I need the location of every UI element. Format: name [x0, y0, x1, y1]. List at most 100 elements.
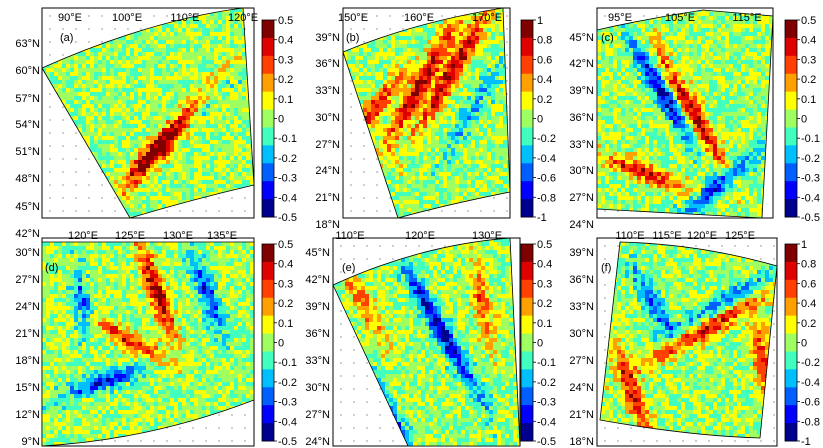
- lon-tick-label: 125°E: [115, 230, 145, 242]
- colorbar-tick-label: 0.2: [537, 94, 552, 106]
- colorbar-tick-label: 0.1: [537, 318, 552, 330]
- lat-tick-label: 21°N: [315, 192, 340, 204]
- lat-tick-label: 21°N: [15, 328, 40, 340]
- colorbar-tick-label: 0.3: [537, 278, 552, 290]
- panel-label: (b): [346, 32, 359, 44]
- colorbar-tick-label: -1: [801, 436, 811, 448]
- lat-tick-label: 30°N: [315, 112, 340, 124]
- map-panel-d: 120°E 125°E 130°E 135°E 30°N 27°N 24°N 21°N 18°N…: [15, 230, 297, 448]
- lat-tick-label: 30°N: [569, 165, 594, 177]
- lat-tick-label: 45°N: [305, 247, 330, 259]
- panel-label: (a): [60, 32, 73, 44]
- colorbar-tick-label: 0.4: [278, 35, 293, 47]
- lat-tick-label: 24°N: [15, 301, 40, 313]
- colorbar-tick-label: -0.4: [537, 153, 556, 165]
- lat-tick-label: 36°N: [569, 274, 594, 286]
- colorbar-tick-label: 0.4: [537, 74, 552, 86]
- colorbar: 0.5 0.4 0.3 0.2 0.1 0 -0.1 -0.2 -0.3 -0.4 -0.5: [261, 239, 297, 448]
- lat-tick-label: 36°N: [305, 328, 330, 340]
- domain-outline: [342, 7, 511, 219]
- lat-tick-label: 39°N: [569, 247, 594, 259]
- colorbar-tick-label: 0.5: [801, 15, 816, 27]
- lat-tick-label: 21°N: [569, 409, 594, 421]
- lon-tick-label: 130°E: [163, 230, 193, 242]
- colorbar-tick-label: 0.1: [801, 94, 816, 106]
- colorbar-tick-label: -0.3: [278, 397, 297, 409]
- lat-tick-label: 30°N: [305, 382, 330, 394]
- colorbar-tick-label: 0: [537, 114, 543, 126]
- lat-tick-label: 42°N: [305, 274, 330, 286]
- colorbar-tick-label: -0.4: [278, 192, 297, 204]
- colorbar-tick-label: 0.5: [278, 239, 293, 251]
- lat-tick-label: 27°N: [569, 192, 594, 204]
- colorbar-tick-label: -0.4: [278, 416, 297, 428]
- lat-tick-label: 42°N: [569, 58, 594, 70]
- lat-tick-label: 36°N: [569, 112, 594, 124]
- colorbar-tick-label: -0.2: [278, 153, 297, 165]
- lat-tick-label: 24°N: [305, 436, 330, 448]
- lon-tick-label: 90°E: [58, 12, 82, 24]
- lat-tick-label: 54°N: [15, 119, 40, 131]
- lat-tick-label: 24°N: [315, 165, 340, 177]
- lat-tick-label: 33°N: [305, 355, 330, 367]
- colorbar-tick-label: -0.2: [801, 153, 820, 165]
- colorbar: 0.5 0.4 0.3 0.2 0.1 0 -0.1 -0.2 -0.3 -0.4 -0.5: [784, 15, 820, 224]
- map-panel-e: 110°E 120°E 130°E 45°N 42°N 39°N 36°N 33°N 30°N 2…: [305, 230, 556, 448]
- lat-tick-label: 45°N: [569, 32, 594, 44]
- colorbar-tick-label: 0.4: [801, 35, 816, 47]
- colorbar-tick-label: -0.2: [537, 377, 556, 389]
- colorbar-tick-label: 0: [278, 338, 284, 350]
- colorbar: 1 0.8 0.6 0.4 0.2 0 -0.2 -0.4 -0.6 -0.8 -1: [784, 239, 820, 448]
- lon-tick-label: 110°E: [335, 230, 364, 242]
- lat-tick-label: 27°N: [15, 274, 40, 286]
- panel-label: (f): [601, 262, 611, 274]
- lon-tick-label: 120°E: [228, 12, 258, 24]
- colorbar-tick-label: 0.4: [278, 259, 293, 271]
- colorbar-tick-label: 0.4: [537, 259, 552, 271]
- colorbar-tick-label: 1: [537, 15, 543, 27]
- colorbar-tick-label: -0.3: [801, 173, 820, 185]
- lat-tick-label: 15°N: [15, 382, 40, 394]
- colorbar-tick-label: 0.6: [801, 278, 816, 290]
- lat-tick-label: 63°N: [15, 38, 40, 50]
- lon-tick-label: 110°E: [170, 12, 199, 24]
- colorbar-tick-label: -0.1: [537, 357, 556, 369]
- colorbar-tick-label: -0.2: [801, 357, 820, 369]
- domain-outline: [41, 7, 255, 219]
- colorbar-tick-label: 0: [278, 114, 284, 126]
- colorbar-tick-label: 0.2: [278, 74, 293, 86]
- lat-tick-label: 24°N: [569, 219, 594, 231]
- lat-tick-label: 18°N: [315, 219, 340, 231]
- map-panel-c: 95°E 105°E 115°E 45°N 42°N 39°N 36°N 33°N 30°N 27…: [569, 7, 820, 231]
- lat-tick-label: 57°N: [15, 93, 40, 105]
- lon-tick-label: 115°E: [732, 12, 761, 24]
- lat-tick-label: 42°N: [15, 228, 40, 240]
- colorbar: 1 0.8 0.6 0.4 0.2 0 -0.2 -0.4 -0.6 -0.8 -1: [520, 15, 556, 224]
- domain-outline: [599, 241, 778, 439]
- colorbar-tick-label: -0.3: [278, 173, 297, 185]
- colorbar-tick-label: 0.3: [278, 278, 293, 290]
- colorbar-tick-label: 0.5: [537, 239, 552, 251]
- colorbar-tick-label: 0.6: [537, 54, 552, 66]
- colorbar: 0.5 0.4 0.3 0.2 0.1 0 -0.1 -0.2 -0.3 -0.4 -0.5: [520, 239, 556, 448]
- colorbar-tick-label: -0.5: [278, 436, 297, 448]
- colorbar-tick-label: 0.3: [801, 54, 816, 66]
- colorbar-tick-label: 0.8: [801, 259, 816, 271]
- correlation-field: [42, 242, 254, 446]
- lon-tick-label: 150°E: [338, 12, 368, 24]
- lon-tick-label: 105°E: [665, 12, 695, 24]
- colorbar-tick-label: -0.6: [801, 397, 820, 409]
- colorbar-tick-label: 0.1: [278, 318, 293, 330]
- colorbar-tick-label: -0.8: [801, 416, 820, 428]
- colorbar-tick-label: -0.5: [801, 212, 820, 224]
- lat-tick-label: 33°N: [569, 139, 594, 151]
- lon-tick-label: 135°E: [207, 230, 237, 242]
- lat-tick-label: 33°N: [315, 85, 340, 97]
- correlation-field: [597, 10, 773, 218]
- map-panel-f: 110°E 115°E 120°E 125°E 39°N 36°N 33°N 30°N 27°N…: [569, 230, 820, 448]
- lat-tick-label: 48°N: [15, 173, 40, 185]
- lon-tick-label: 95°E: [608, 12, 632, 24]
- panel-label: (e): [342, 262, 355, 274]
- lon-tick-label: 110°E: [615, 230, 644, 242]
- colorbar-tick-label: 0.2: [801, 318, 816, 330]
